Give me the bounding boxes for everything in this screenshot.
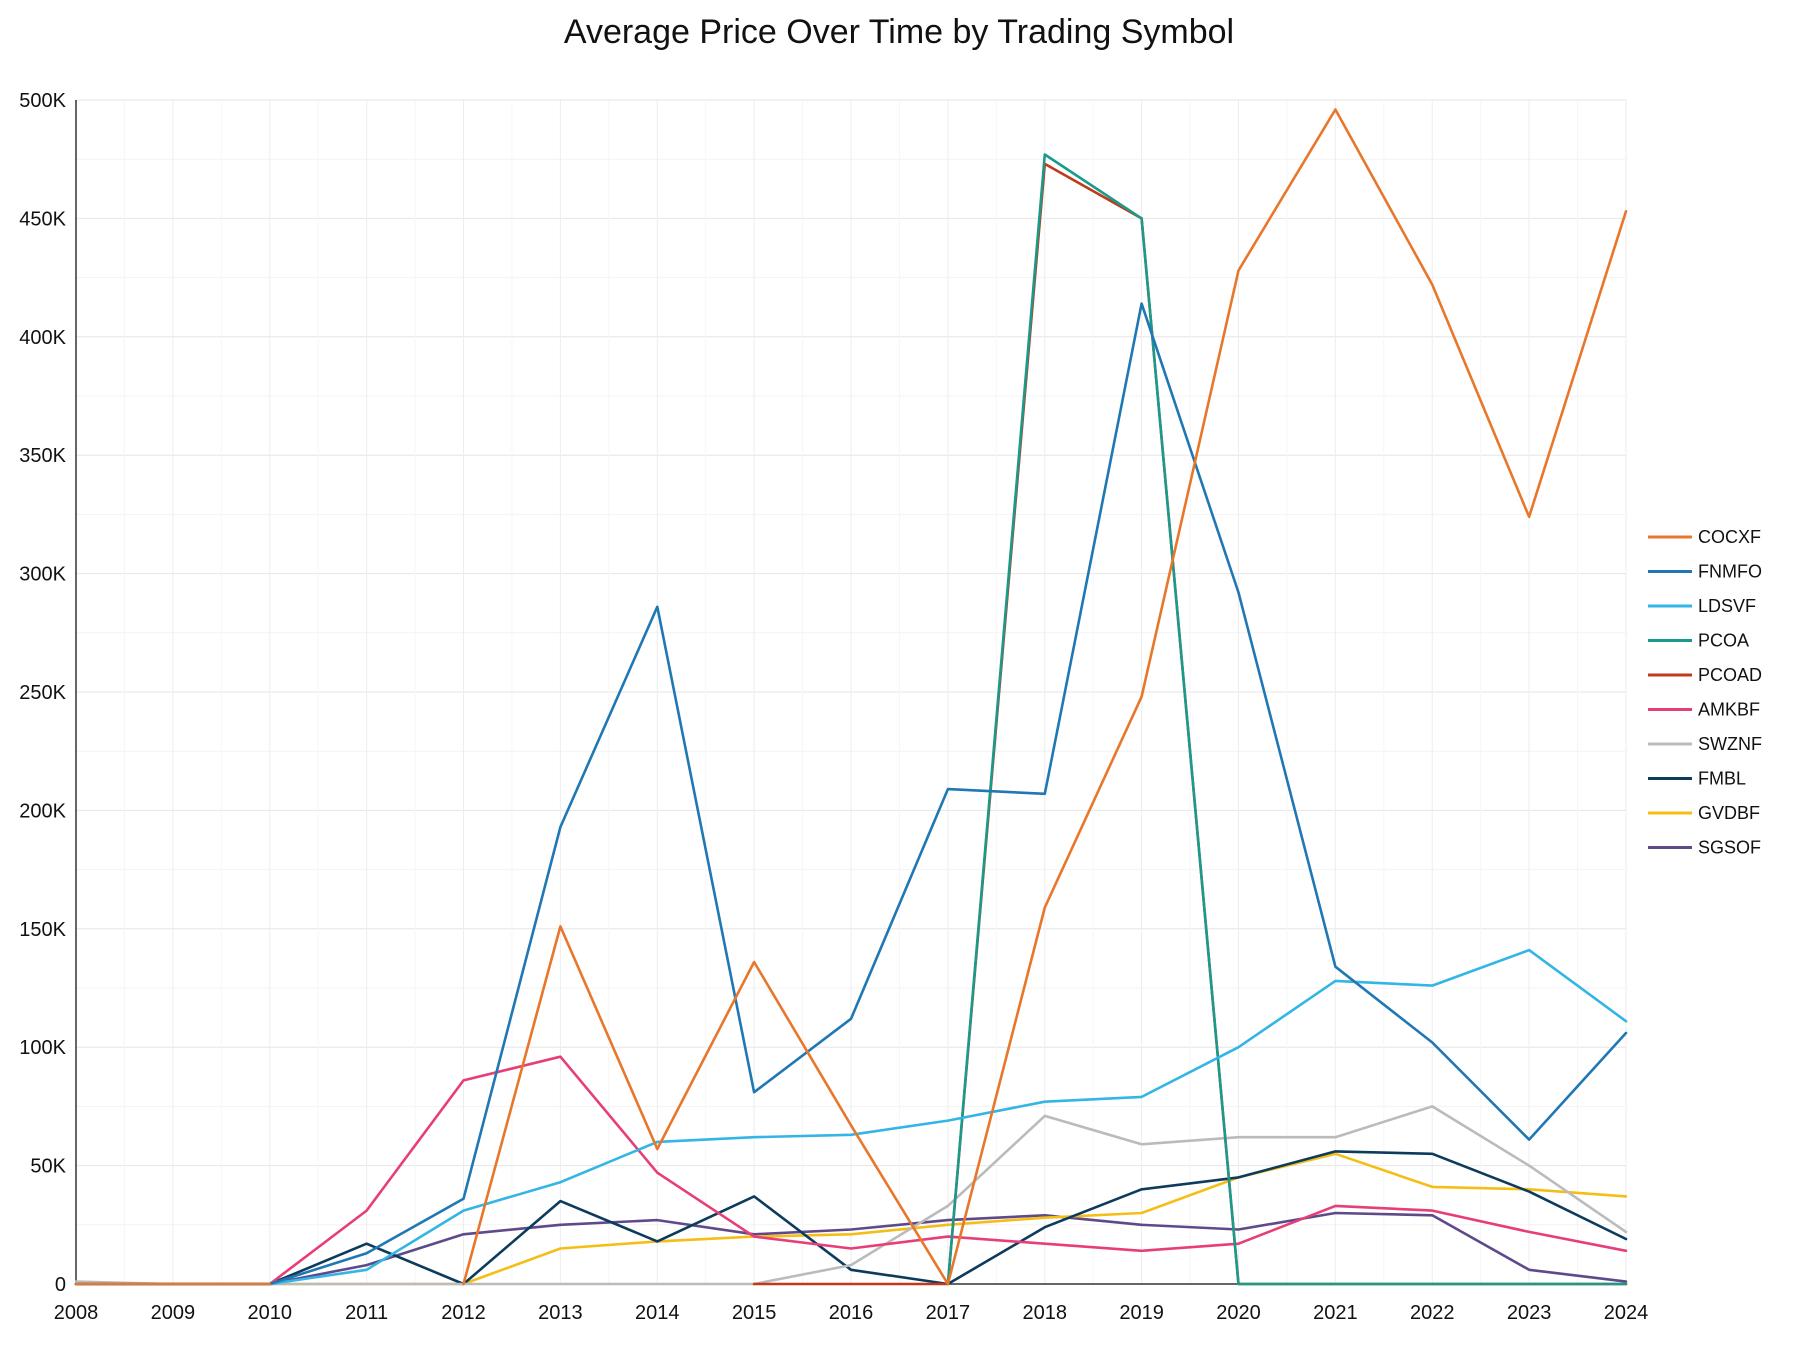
legend-label-cocxf: COCXF xyxy=(1698,527,1761,547)
grid xyxy=(76,99,1627,1284)
y-tick-label: 400K xyxy=(19,327,66,349)
legend-label-ldsvf: LDSVF xyxy=(1698,596,1756,616)
series-line-amkbf xyxy=(74,1055,1628,1286)
legend-label-gvdbf: GVDBF xyxy=(1698,803,1760,823)
chart-title: Average Price Over Time by Trading Symbo… xyxy=(564,13,1234,51)
x-tick-label: 2011 xyxy=(345,1302,388,1324)
x-tick-label: 2021 xyxy=(1313,1302,1358,1324)
series-line-swznf xyxy=(74,1105,1628,1286)
y-tick-label: 300K xyxy=(19,564,66,586)
y-tick-label: 500K xyxy=(19,90,66,112)
series-line-fnmfo xyxy=(74,302,1628,1286)
tick-labels: 0 50K 100K 150K 200K 250K 300K 350K 400K 450K 500K… xyxy=(19,90,1648,1324)
legend-label-swznf: SWZNF xyxy=(1698,734,1762,754)
x-tick-label: 2017 xyxy=(926,1302,971,1324)
series-line-ldsvf xyxy=(74,948,1628,1286)
y-tick-label: 350K xyxy=(19,445,66,467)
y-tick-label: 50K xyxy=(30,1156,66,1178)
y-tick-label: 100K xyxy=(19,1037,66,1059)
y-tick-label: 150K xyxy=(19,919,66,941)
y-tick-label: 200K xyxy=(19,800,66,822)
legend-label-sgsof: SGSOF xyxy=(1698,838,1761,858)
y-tick-label: 250K xyxy=(19,682,66,704)
legend-label-pcoa: PCOA xyxy=(1698,631,1749,651)
legend-label-fnmfo: FNMFO xyxy=(1698,562,1762,582)
x-tick-label: 2022 xyxy=(1410,1302,1455,1324)
series-line-pcoa xyxy=(946,153,1628,1286)
x-tick-label: 2020 xyxy=(1216,1302,1261,1324)
legend-label-amkbf: AMKBF xyxy=(1698,700,1760,720)
legend-label-fmbl: FMBL xyxy=(1698,769,1746,789)
x-tick-label: 2008 xyxy=(54,1302,99,1324)
y-tick-label: 0 xyxy=(55,1274,66,1296)
y-tick-label: 450K xyxy=(19,208,66,230)
x-tick-label: 2019 xyxy=(1119,1302,1164,1324)
x-tick-label: 2016 xyxy=(829,1302,874,1324)
series-lines xyxy=(74,108,1628,1286)
x-tick-label: 2010 xyxy=(248,1302,293,1324)
x-tick-label: 2013 xyxy=(538,1302,583,1324)
legend: COCXF FNMFO LDSVF PCOA PCOAD AMKBF SWZNF FMBL GV… xyxy=(1648,527,1762,858)
legend-label-pcoad: PCOAD xyxy=(1698,665,1762,685)
series-line-sgsof xyxy=(74,1211,1628,1286)
x-tick-label: 2018 xyxy=(1023,1302,1068,1324)
x-tick-label: 2014 xyxy=(635,1302,680,1324)
x-tick-label: 2015 xyxy=(732,1302,777,1324)
x-tick-label: 2024 xyxy=(1604,1302,1649,1324)
series-line-fmbl xyxy=(74,1150,1628,1286)
x-tick-label: 2009 xyxy=(151,1302,196,1324)
series-line-cocxf xyxy=(462,108,1628,1286)
x-tick-label: 2023 xyxy=(1507,1302,1552,1324)
x-tick-label: 2012 xyxy=(441,1302,486,1324)
